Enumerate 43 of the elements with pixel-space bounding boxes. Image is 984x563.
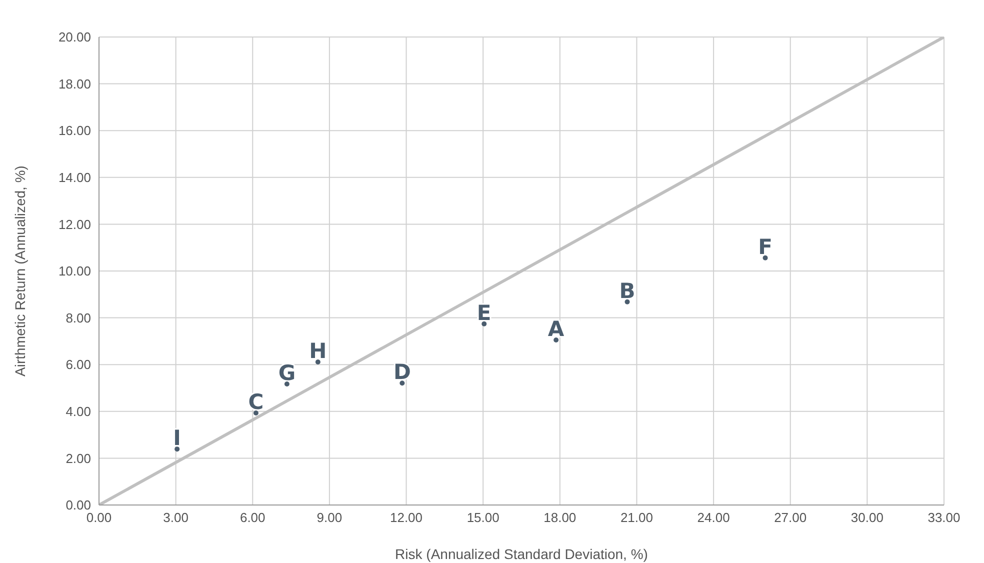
series-label: F — [758, 234, 772, 259]
series-label: I — [173, 426, 182, 450]
y-tick-label: 0.00 — [66, 498, 91, 513]
series-label: E — [476, 300, 492, 325]
point — [400, 380, 405, 386]
point — [174, 446, 180, 452]
point — [315, 360, 320, 365]
point — [624, 299, 630, 304]
series-label: H — [309, 339, 327, 364]
y-axis-title: Airthmetic Return (Annualized, %) — [12, 166, 28, 376]
x-tick-label: 18.00 — [544, 510, 576, 526]
series-label: G — [278, 361, 296, 386]
x-tick-label: 24.00 — [697, 510, 730, 526]
y-tick-label: 2.00 — [66, 450, 91, 466]
y-tick-label: 4.00 — [66, 404, 91, 420]
y-tick-label: 14.00 — [58, 170, 91, 186]
x-tick-label: 6.00 — [240, 510, 266, 526]
x-axis-title: Risk (Annualized Standard Deviation, %) — [395, 546, 648, 562]
y-tick-label: 20.00 — [58, 30, 91, 45]
y-tick-label: 10.00 — [58, 264, 91, 279]
y-tick-label: 16.00 — [58, 123, 91, 138]
series-label: B — [619, 278, 636, 303]
point — [482, 321, 487, 326]
series-label: C — [248, 390, 264, 414]
point — [554, 338, 559, 343]
x-tick-label: 9.00 — [316, 510, 342, 526]
y-tick-label: 6.00 — [66, 357, 91, 372]
series-label: A — [548, 317, 565, 342]
x-tick-label: 21.00 — [620, 510, 653, 526]
point — [762, 255, 768, 260]
series-label: D — [393, 360, 411, 384]
point — [253, 410, 258, 416]
x-tick-label: 15.00 — [466, 510, 500, 526]
x-tick-label: 30.00 — [850, 510, 884, 526]
x-tick-label: 3.00 — [163, 510, 188, 526]
x-tick-label: 0.00 — [86, 510, 112, 526]
point — [284, 382, 290, 387]
x-tick-label: 27.00 — [774, 510, 807, 526]
y-tick-label: 12.00 — [58, 216, 91, 232]
x-tick-label: 33.00 — [928, 510, 960, 526]
y-tick-label: 8.00 — [66, 310, 91, 326]
x-tick-label: 12.00 — [390, 510, 423, 526]
y-tick-label: 18.00 — [58, 76, 91, 92]
